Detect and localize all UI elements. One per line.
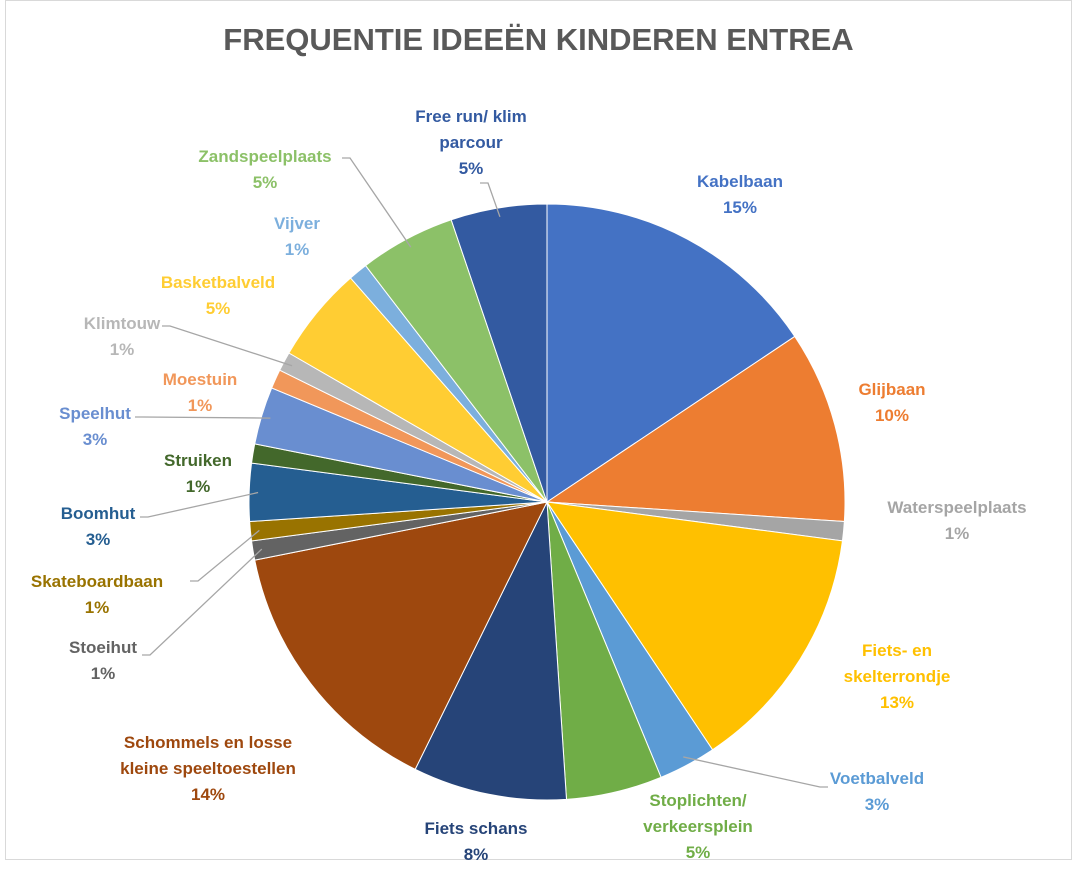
value-label: 5%: [458, 159, 484, 178]
category-label: Voetbalveld: [829, 769, 925, 788]
value-label: 3%: [864, 795, 890, 814]
value-label: 1%: [185, 477, 211, 496]
data-label: Stoplichten/ verkeersplein 5%: [618, 788, 778, 866]
leader-line: [683, 756, 828, 788]
category-label: Skateboardbaan: [30, 572, 164, 591]
category-label: Boomhut: [60, 504, 136, 523]
data-label: Boomhut 3%: [61, 501, 136, 553]
value-label: 8%: [463, 845, 489, 864]
leader-line: [140, 491, 259, 518]
value-label: 14%: [190, 785, 226, 804]
value-label: 1%: [187, 396, 213, 415]
data-label: Voetbalveld 3%: [830, 766, 924, 818]
leader-line: [135, 416, 271, 419]
pie-slice: [545, 501, 844, 751]
data-label: Free run/ klim parcour 5%: [396, 104, 546, 182]
category-label: Zandspeelplaats: [198, 147, 332, 166]
value-label: 13%: [879, 693, 915, 712]
leader-line: [162, 325, 293, 367]
chart-title: FREQUENTIE IDEEËN KINDEREN ENTREA: [223, 22, 854, 57]
category-label: Schommels en losse kleine speeltoestelle…: [120, 733, 296, 778]
data-label: Stoeihut 1%: [69, 635, 137, 687]
data-label: Schommels en losse kleine speeltoestelle…: [103, 730, 313, 808]
category-label: Free run/ klim parcour: [415, 107, 527, 152]
data-label: Struiken 1%: [164, 448, 232, 500]
pie-slice: [254, 501, 548, 770]
value-label: 1%: [84, 598, 110, 617]
category-label: Fiets schans: [424, 819, 528, 838]
category-label: Struiken: [163, 451, 233, 470]
category-label: Vijver: [273, 214, 321, 233]
data-label: Skateboardbaan 1%: [31, 569, 163, 621]
data-label: Glijbaan 10%: [858, 377, 925, 429]
chart-border: [5, 0, 1072, 860]
category-label: Stoeihut: [69, 638, 137, 657]
category-label: Waterspeelplaats: [887, 498, 1027, 517]
data-label: Fiets schans 8%: [425, 816, 528, 868]
category-label: Fiets- en skelterrondje: [843, 641, 951, 686]
value-label: 5%: [685, 843, 711, 862]
category-label: Stoplichten/ verkeersplein: [643, 791, 753, 836]
leader-line: [480, 182, 501, 218]
value-label: 1%: [109, 340, 135, 359]
value-label: 1%: [284, 240, 310, 259]
value-label: 10%: [874, 406, 910, 425]
data-label: Zandspeelplaats 5%: [198, 144, 331, 196]
category-label: Basketbalveld: [160, 273, 276, 292]
value-label: 5%: [205, 299, 231, 318]
category-label: Kabelbaan: [697, 172, 783, 191]
leader-line: [342, 157, 412, 248]
value-label: 15%: [722, 198, 758, 217]
pie-slice: [414, 500, 568, 801]
category-label: Speelhut: [59, 404, 131, 423]
category-label: Glijbaan: [858, 380, 926, 399]
category-label: Klimtouw: [83, 314, 161, 333]
value-label: 3%: [82, 430, 108, 449]
category-label: Moestuin: [162, 370, 238, 389]
pie-slice: [450, 203, 548, 503]
pie-slice: [546, 203, 796, 503]
leader-line: [142, 548, 263, 656]
data-label: Klimtouw 1%: [84, 311, 161, 363]
leader-line: [190, 529, 260, 582]
data-label: Kabelbaan 15%: [697, 169, 783, 221]
data-label: Speelhut 3%: [59, 401, 131, 453]
data-label: Waterspeelplaats 1%: [887, 495, 1026, 547]
value-label: 5%: [252, 173, 278, 192]
value-label: 3%: [85, 530, 111, 549]
data-label: Basketbalveld 5%: [161, 270, 275, 322]
value-label: 1%: [90, 664, 116, 683]
value-label: 1%: [944, 524, 970, 543]
data-label: Moestuin 1%: [163, 367, 238, 419]
pie-slice: [545, 335, 846, 523]
data-label: Fiets- en skelterrondje 13%: [837, 638, 957, 716]
data-label: Vijver 1%: [274, 211, 320, 263]
